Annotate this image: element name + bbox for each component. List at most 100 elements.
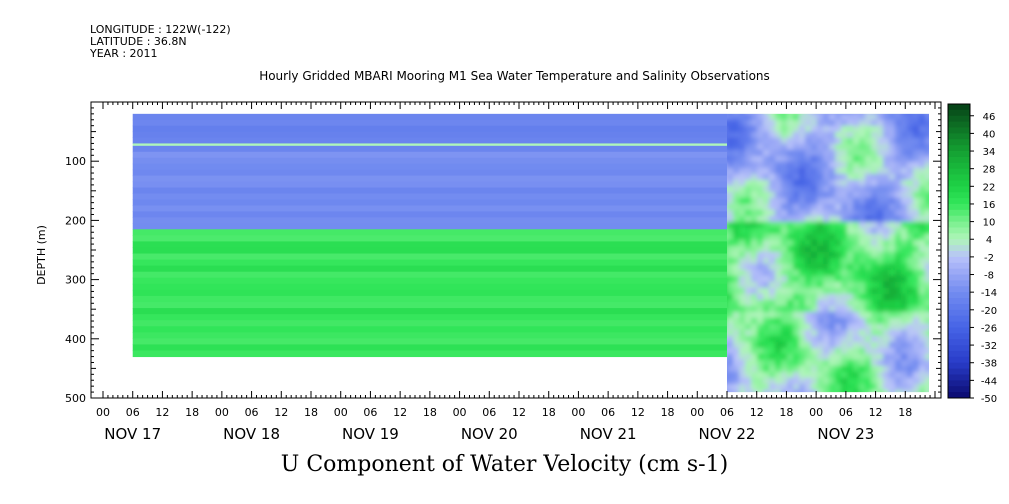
heatmap-cell	[763, 389, 770, 393]
heatmap-cell	[823, 335, 830, 343]
heatmap-cell	[793, 293, 800, 301]
heatmap-cell	[811, 311, 818, 319]
heatmap-cell	[763, 359, 770, 367]
heatmap-cell	[919, 341, 926, 349]
heatmap-cell	[835, 347, 842, 355]
heatmap-cell	[769, 347, 776, 355]
heatmap-cell	[799, 221, 806, 229]
heatmap-cell	[859, 299, 866, 307]
colorbar-bin	[948, 321, 970, 328]
heatmap-cell	[787, 233, 794, 241]
heatmap-cell	[907, 167, 914, 175]
heatmap-cell	[727, 215, 734, 223]
chart-title: Hourly Gridded MBARI Mooring M1 Sea Wate…	[259, 69, 770, 83]
heatmap-cell	[853, 143, 860, 151]
heatmap-cell	[877, 299, 884, 307]
heatmap-cell	[769, 287, 776, 295]
heatmap-cell	[763, 383, 770, 391]
heatmap-cell	[865, 335, 872, 343]
heatmap-cell	[901, 191, 908, 199]
heatmap-cell	[883, 377, 890, 385]
heatmap-cell	[805, 197, 812, 205]
heatmap-cell	[907, 263, 914, 271]
heatmap-cell	[835, 191, 842, 199]
year-label: YEAR : 2011	[90, 47, 158, 60]
heatmap-cell	[733, 305, 740, 313]
colorbar-bin	[948, 286, 970, 293]
heatmap-cell	[757, 179, 764, 187]
heatmap-cell	[841, 389, 848, 393]
heatmap-cell	[835, 275, 842, 283]
heatmap-cell	[847, 197, 854, 205]
heatmap-cell	[805, 179, 812, 187]
heatmap-cell	[751, 125, 758, 133]
heatmap-cell	[853, 113, 860, 115]
heatmap-cell	[877, 377, 884, 385]
heatmap-cell	[925, 233, 929, 241]
heatmap-cell	[919, 323, 926, 331]
heatmap-cell	[829, 281, 836, 289]
heatmap-cell	[763, 233, 770, 241]
heatmap-cell	[883, 197, 890, 205]
heatmap-cell	[841, 239, 848, 247]
heatmap-cell	[889, 347, 896, 355]
heatmap-cell	[865, 131, 872, 139]
x-tick-label: 00	[215, 406, 229, 419]
heatmap-cell	[865, 377, 872, 385]
heatmap-cell	[859, 221, 866, 229]
colorbar-bin	[948, 374, 970, 381]
heatmap-cell	[799, 215, 806, 223]
heatmap-cell	[883, 305, 890, 313]
heatmap-cell	[913, 131, 920, 139]
heatmap-band	[132, 332, 727, 339]
heatmap-cell	[769, 203, 776, 211]
heatmap-cell	[841, 359, 848, 367]
heatmap-cell	[859, 239, 866, 247]
heatmap-cell	[781, 257, 788, 265]
heatmap-cell	[757, 281, 764, 289]
heatmap-cell	[787, 347, 794, 355]
heatmap-cell	[859, 173, 866, 181]
heatmap-cell	[907, 227, 914, 235]
heatmap-cell	[907, 239, 914, 247]
heatmap-cell	[793, 155, 800, 163]
heatmap-cell	[787, 371, 794, 379]
heatmap-cell	[727, 389, 734, 393]
heatmap-cell	[727, 305, 734, 313]
colorbar-bin	[948, 145, 970, 152]
heatmap-cell	[775, 329, 782, 337]
heatmap-cell	[745, 137, 752, 145]
heatmap-cell	[895, 167, 902, 175]
heatmap-cell	[745, 287, 752, 295]
heatmap-cell	[751, 371, 758, 379]
heatmap-cell	[931, 234, 938, 241]
colorbar-label: -32	[981, 341, 997, 352]
colorbar-bin	[948, 268, 970, 275]
heatmap-cell	[793, 323, 800, 331]
heatmap-cell	[841, 137, 848, 145]
heatmap-cell	[913, 347, 920, 355]
heatmap-cell	[835, 203, 842, 211]
heatmap-cell	[901, 167, 908, 175]
heatmap-cell	[763, 305, 770, 313]
heatmap-cell	[853, 239, 860, 247]
heatmap-cell	[757, 227, 764, 235]
heatmap-cell	[841, 125, 848, 133]
heatmap-cell	[817, 185, 824, 193]
heatmap-cell	[733, 335, 740, 343]
heatmap-cell	[733, 209, 740, 217]
heatmap-cell	[859, 287, 866, 295]
heatmap-cell	[799, 311, 806, 319]
heatmap-cell	[727, 149, 734, 157]
heatmap-cell	[751, 239, 758, 247]
heatmap-cell	[733, 119, 740, 127]
heatmap-band	[132, 338, 727, 345]
heatmap-cell	[787, 203, 794, 211]
heatmap-cell	[913, 203, 920, 211]
colorbar-bin	[948, 209, 970, 217]
x-tick-label: 12	[631, 406, 645, 419]
heatmap-cell	[925, 287, 929, 295]
heatmap-cell	[877, 185, 884, 193]
heatmap-cell	[733, 281, 740, 289]
heatmap-cell	[769, 161, 776, 169]
